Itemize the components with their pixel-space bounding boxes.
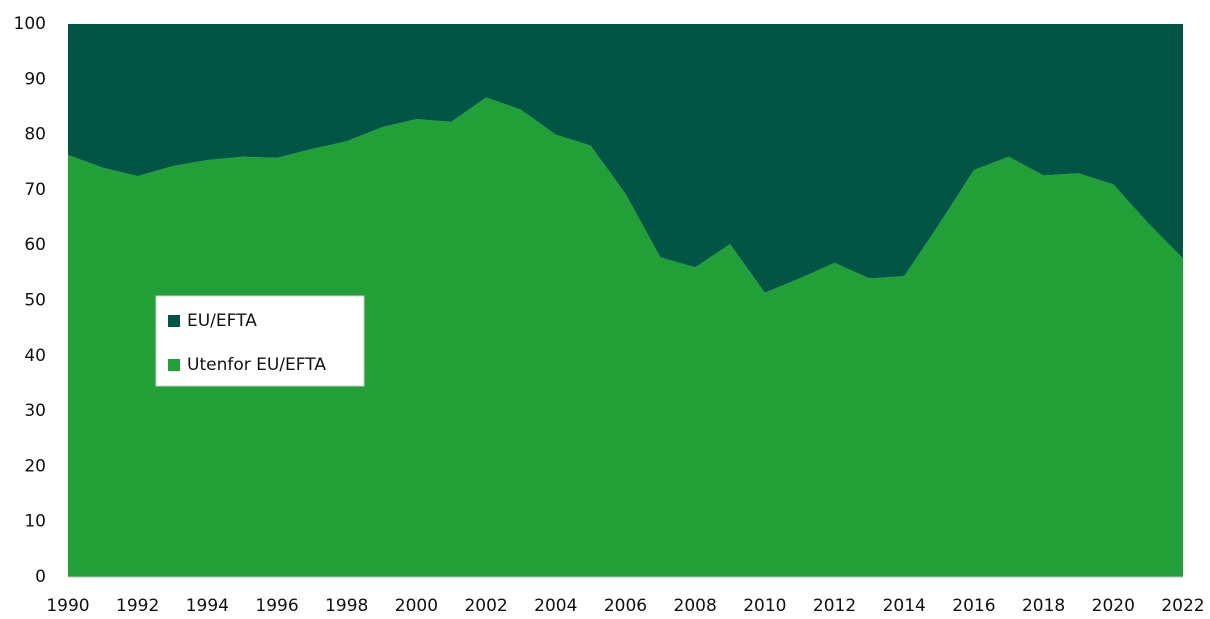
- y-tick-label: 70: [24, 180, 46, 200]
- y-tick-label: 100: [14, 14, 46, 34]
- x-tick-label: 2016: [952, 596, 995, 616]
- x-tick-label: 2008: [674, 596, 717, 616]
- y-tick-label: 40: [24, 346, 46, 366]
- legend: EU/EFTA Utenfor EU/EFTA: [155, 295, 365, 387]
- y-tick-label: 20: [24, 456, 46, 476]
- x-tick-label: 1996: [255, 596, 298, 616]
- x-tick-label: 1998: [325, 596, 368, 616]
- x-tick-label: 2002: [464, 596, 507, 616]
- y-tick-label: 30: [24, 401, 46, 421]
- x-tick-label: 2012: [813, 596, 856, 616]
- area: [68, 97, 1183, 577]
- x-tick-label: 1992: [116, 596, 159, 616]
- legend-swatch: [168, 359, 180, 371]
- legend-label: Utenfor EU/EFTA: [187, 355, 326, 375]
- x-tick-label: 2018: [1022, 596, 1065, 616]
- legend-swatch: [168, 315, 180, 327]
- x-tick-label: 2010: [743, 596, 786, 616]
- x-tick-label: 2004: [534, 596, 577, 616]
- x-tick-label: 2020: [1092, 596, 1135, 616]
- y-tick-label: 50: [24, 291, 46, 311]
- y-tick-label: 0: [35, 567, 46, 587]
- x-tick-label: 2006: [604, 596, 647, 616]
- x-tick-label: 1994: [186, 596, 229, 616]
- y-tick-label: 90: [24, 69, 46, 89]
- legend-box: [155, 295, 365, 387]
- legend-label: EU/EFTA: [187, 311, 257, 331]
- x-tick-label: 2014: [883, 596, 926, 616]
- y-tick-label: 80: [24, 125, 46, 145]
- x-tick-label: 1990: [46, 596, 89, 616]
- y-tick-label: 60: [24, 235, 46, 255]
- x-tick-label: 2022: [1161, 596, 1204, 616]
- y-tick-label: 10: [24, 512, 46, 532]
- area: [68, 24, 1183, 293]
- x-tick-label: 2000: [395, 596, 438, 616]
